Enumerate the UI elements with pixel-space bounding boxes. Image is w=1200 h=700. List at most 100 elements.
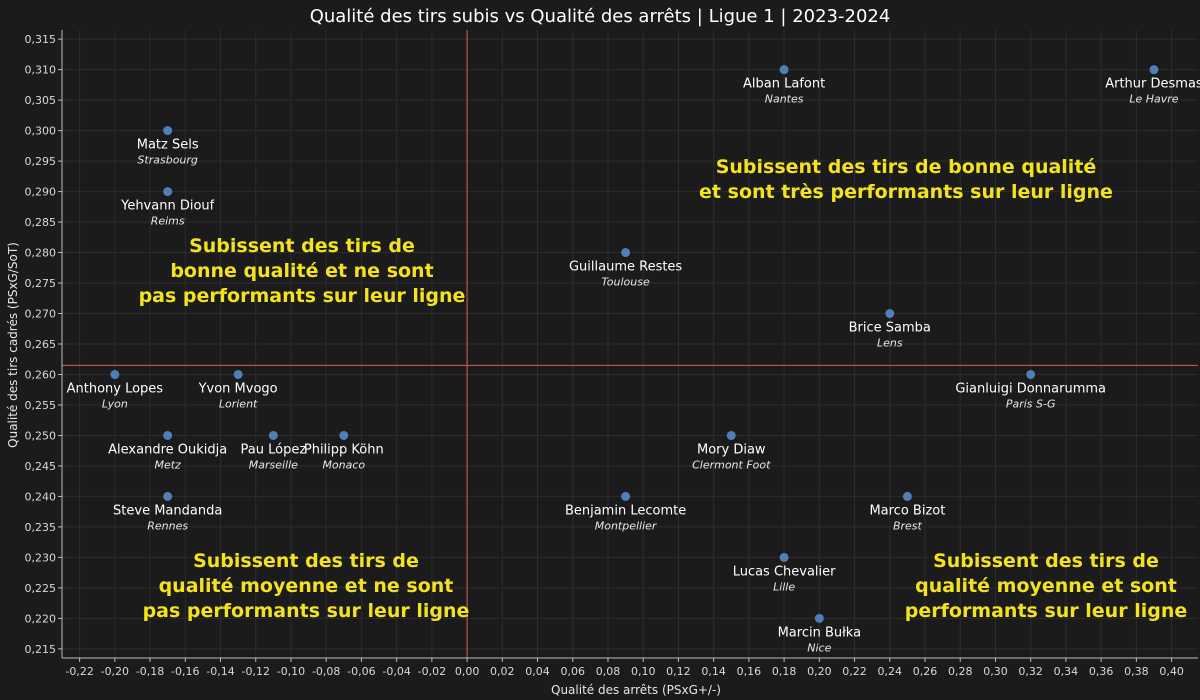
x-tick-label: 0,00 bbox=[455, 665, 480, 678]
player-name-label: Brice Samba bbox=[849, 321, 931, 336]
x-tick-label: 0,26 bbox=[913, 665, 938, 678]
quadrant-annotation-line: pas performants sur leur ligne bbox=[139, 285, 466, 307]
y-tick-label: 0,265 bbox=[25, 338, 57, 351]
quadrant-annotation-line: et sont très performants sur leur ligne bbox=[699, 181, 1113, 203]
y-tick-label: 0,305 bbox=[25, 94, 57, 107]
club-name-label: Metz bbox=[154, 458, 181, 471]
quadrant-annotation-top-left: Subissent des tirs de bonne qualité et ne… bbox=[139, 235, 466, 307]
x-tick-label: 0,32 bbox=[1018, 665, 1043, 678]
quadrant-annotation-line: qualité moyenne et ne sont bbox=[159, 575, 454, 597]
club-name-label: Nantes bbox=[765, 93, 804, 106]
x-tick-label: -0,04 bbox=[382, 665, 410, 678]
x-tick-label: 0,18 bbox=[772, 665, 797, 678]
quadrant-annotation-line: Subissent des tirs de bbox=[189, 235, 415, 257]
data-point bbox=[339, 430, 349, 440]
x-tick-label: -0,22 bbox=[65, 665, 93, 678]
data-point bbox=[779, 552, 789, 562]
x-tick-label: 0,36 bbox=[1089, 665, 1114, 678]
data-point bbox=[110, 369, 120, 379]
y-tick-label: 0,255 bbox=[25, 399, 57, 412]
player-name-label: Steve Mandanda bbox=[113, 503, 222, 518]
player-name-label: Alban Lafont bbox=[743, 77, 825, 92]
x-tick-label: -0,14 bbox=[206, 665, 234, 678]
y-axis-label: Qualité des tirs cadrés (PSxG/SoT) bbox=[6, 242, 20, 448]
y-tick-label: 0,290 bbox=[25, 186, 57, 199]
x-tick-label: 0,02 bbox=[490, 665, 515, 678]
x-tick-label: -0,02 bbox=[418, 665, 446, 678]
club-name-label: Nice bbox=[807, 641, 831, 654]
data-point bbox=[621, 248, 631, 258]
player-name-label: Marco Bizot bbox=[869, 503, 945, 518]
y-axis-ticks: 0,215 0,220 0,225 0,230 0,235 0,240 0,245 0,250… bbox=[25, 33, 62, 656]
x-axis-ticks: -0,22 -0,20 -0,18 -0,16 -0,14 -0,12 -0,10 -0,08… bbox=[65, 658, 1184, 678]
quadrant-annotation-line: Subissent des tirs de bonne qualité bbox=[716, 156, 1097, 178]
data-point bbox=[268, 430, 278, 440]
x-tick-label: 0,40 bbox=[1159, 665, 1184, 678]
x-tick-label: -0,20 bbox=[101, 665, 129, 678]
x-tick-label: 0,14 bbox=[701, 665, 726, 678]
club-name-label: Brest bbox=[893, 519, 923, 532]
data-point bbox=[1026, 369, 1036, 379]
player-name-label: Yehvann Diouf bbox=[120, 199, 215, 214]
data-point bbox=[163, 187, 173, 197]
player-name-label: Guillaume Restes bbox=[569, 260, 682, 275]
club-name-label: Clermont Foot bbox=[692, 458, 771, 471]
x-axis-label: Qualité des arrêts (PSxG+/-) bbox=[551, 683, 721, 697]
y-tick-label: 0,220 bbox=[25, 612, 57, 625]
player-name-label: Arthur Desmas bbox=[1105, 77, 1200, 92]
x-tick-label: 0,08 bbox=[596, 665, 621, 678]
y-tick-label: 0,240 bbox=[25, 490, 57, 503]
club-name-label: Lille bbox=[773, 580, 795, 593]
x-tick-label: 0,06 bbox=[561, 665, 586, 678]
club-name-label: Marseille bbox=[249, 458, 298, 471]
club-name-label: Lyon bbox=[102, 397, 128, 410]
x-tick-label: 0,30 bbox=[983, 665, 1008, 678]
x-tick-label: -0,10 bbox=[277, 665, 305, 678]
data-point bbox=[163, 491, 173, 501]
x-tick-label: -0,12 bbox=[242, 665, 270, 678]
y-tick-label: 0,285 bbox=[25, 216, 57, 229]
y-tick-label: 0,310 bbox=[25, 64, 57, 77]
player-name-label: Alexandre Oukidja bbox=[108, 442, 227, 457]
quadrant-annotation-bottom-right: Subissent des tirs de qualité moyenne et … bbox=[905, 550, 1187, 622]
club-name-label: Monaco bbox=[322, 458, 365, 471]
data-point bbox=[163, 126, 173, 136]
x-tick-label: -0,18 bbox=[136, 665, 164, 678]
chart-title: Qualité des tirs subis vs Qualité des ar… bbox=[310, 6, 891, 27]
quadrant-annotation-line: pas performants sur leur ligne bbox=[143, 600, 470, 622]
data-point bbox=[163, 430, 173, 440]
data-point bbox=[1149, 65, 1159, 75]
club-name-label: Montpellier bbox=[595, 519, 658, 532]
y-tick-label: 0,275 bbox=[25, 277, 57, 290]
y-tick-label: 0,250 bbox=[25, 429, 57, 442]
x-tick-label: -0,16 bbox=[171, 665, 199, 678]
club-name-label: Reims bbox=[151, 215, 185, 228]
x-tick-label: 0,38 bbox=[1124, 665, 1149, 678]
data-point bbox=[814, 613, 824, 623]
x-tick-label: -0,06 bbox=[347, 665, 375, 678]
x-tick-label: 0,24 bbox=[878, 665, 903, 678]
player-name-label: Yvon Mvogo bbox=[198, 381, 278, 396]
data-point bbox=[726, 430, 736, 440]
quadrant-annotations: Subissent des tirs de bonne qualité et ne… bbox=[139, 156, 1188, 622]
player-name-label: Gianluigi Donnarumma bbox=[955, 381, 1106, 396]
club-name-label: Lens bbox=[877, 337, 903, 350]
x-tick-label: 0,16 bbox=[737, 665, 762, 678]
player-name-label: Marcin Bułka bbox=[778, 625, 862, 640]
y-tick-label: 0,315 bbox=[25, 33, 57, 46]
